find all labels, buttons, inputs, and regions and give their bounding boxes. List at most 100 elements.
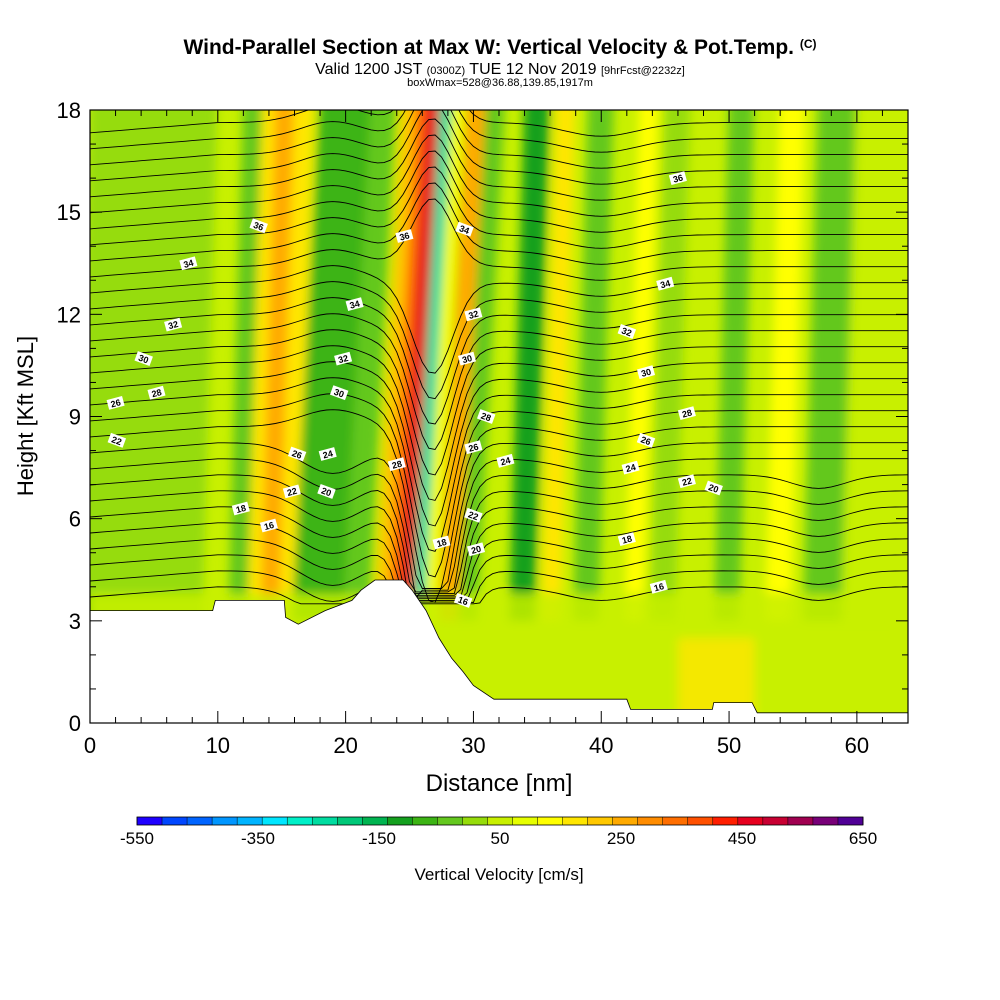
- colorbar-swatch: [362, 817, 388, 825]
- colorbar-swatch: [287, 817, 313, 825]
- theta-label-bg: [455, 221, 474, 237]
- theta-label-text: 18: [235, 503, 247, 515]
- theta-label-text: 16: [457, 594, 470, 607]
- x-tick-label: 50: [717, 733, 741, 758]
- colorbar-tick-label: 450: [728, 829, 756, 848]
- theta-contour-line: [90, 110, 908, 137]
- theta-label-text: 36: [672, 172, 684, 184]
- theta-label: 36: [395, 229, 414, 243]
- theta-label-bg: [106, 395, 125, 410]
- theta-label: 36: [249, 218, 268, 234]
- theta-label: 22: [677, 474, 696, 489]
- x-tick-label: 10: [206, 733, 230, 758]
- theta-label-bg: [317, 483, 336, 499]
- theta-label-text: 32: [337, 353, 349, 365]
- theta-contour-line: [90, 522, 908, 598]
- theta-label-bg: [287, 446, 307, 462]
- velocity-band: [398, 110, 440, 621]
- theta-label-bg: [432, 535, 451, 550]
- theta-contour-line: [90, 150, 908, 233]
- theta-label-bg: [464, 440, 483, 455]
- velocity-band: [424, 110, 463, 621]
- theta-label-bg: [617, 323, 637, 339]
- theta-labels: 36 34 32 30 28 26 22 18 16 26 22 24 20 34 32 30 36 28 34 32…: [106, 171, 723, 608]
- theta-label-text: 16: [263, 520, 275, 532]
- theta-contour-line: [90, 297, 908, 425]
- colorbar-swatch: [312, 817, 338, 825]
- theta-label-text: 34: [182, 258, 194, 270]
- x-tick-label: 20: [333, 733, 357, 758]
- plot-area: 36 34 32 30 28 26 22 18 16 26 22 24 20 34 32 30 36 28 34 32…: [90, 110, 908, 723]
- theta-label-bg: [636, 365, 656, 380]
- theta-contour-line: [90, 377, 908, 552]
- theta-contour-line: [90, 110, 908, 185]
- colorbar-swatch: [762, 817, 789, 825]
- y-axis-label: Height [Kft MSL]: [13, 336, 38, 496]
- theta-contour-line: [90, 329, 908, 476]
- theta-label-bg: [134, 351, 153, 367]
- theta-label-text: 28: [480, 411, 493, 424]
- theta-label: 28: [677, 406, 696, 421]
- theta-label: 34: [455, 221, 474, 237]
- chart-subtitle: Valid 1200 JST (0300Z) TUE 12 Nov 2019 […: [0, 61, 1000, 79]
- theta-label-text: 28: [681, 407, 693, 419]
- theta-label-text: 22: [467, 509, 480, 522]
- theta-contour-line: [90, 313, 908, 451]
- x-axis: 0 10 20 30 40 50 60: [84, 110, 909, 758]
- theta-label-text: 20: [470, 544, 482, 556]
- theta-label-bg: [318, 447, 337, 461]
- y-tick-label: 18: [57, 98, 81, 123]
- theta-contour-line: [90, 554, 908, 601]
- theta-label-bg: [704, 480, 723, 496]
- theta-label: 24: [621, 460, 640, 475]
- theta-label-text: 20: [320, 485, 333, 498]
- terrain-profile: [90, 579, 908, 723]
- theta-label: 34: [656, 276, 675, 291]
- colorbar-swatch: [562, 817, 588, 825]
- theta-label-bg: [621, 460, 640, 475]
- colorbar-swatch: [412, 817, 438, 825]
- colorbar-swatch: [212, 817, 238, 825]
- colorbar-tick-label: -550: [120, 829, 154, 848]
- theta-contour-line: [90, 409, 908, 603]
- theta-contour-line: [90, 490, 908, 604]
- theta-label: 26: [287, 446, 307, 462]
- theta-label: 26: [464, 440, 483, 455]
- velocity-band: [841, 110, 908, 621]
- colorbar-swatch: [487, 817, 513, 825]
- theta-label-bg: [636, 432, 656, 448]
- velocity-band: [291, 110, 371, 621]
- theta-contour-line: [90, 281, 908, 400]
- theta-label-bg: [496, 453, 515, 468]
- colorbar-swatch: [387, 817, 413, 825]
- theta-label-text: 20: [707, 482, 720, 495]
- colorbar-swatch: [587, 817, 613, 825]
- colorbar: -550 -350 -150 50 250 450 650: [120, 816, 877, 848]
- theta-label-bg: [147, 385, 166, 400]
- theta-label-text: 22: [681, 476, 693, 488]
- velocity-band: [803, 110, 857, 621]
- velocity-band: [343, 110, 396, 621]
- theta-contour-line: [90, 474, 908, 593]
- terrain: [90, 579, 908, 723]
- theta-label-bg: [656, 276, 675, 291]
- colorbar-tick-label: 50: [491, 829, 510, 848]
- theta-label-text: 26: [291, 448, 304, 461]
- valid-utc: (0300Z): [426, 65, 466, 77]
- y-tick-label: 9: [69, 405, 81, 430]
- theta-label-text: 34: [458, 223, 471, 236]
- theta-contour-line: [90, 182, 908, 265]
- theta-label: 26: [106, 395, 125, 410]
- theta-label: 18: [617, 532, 636, 547]
- theta-label-bg: [677, 406, 696, 421]
- colorbar-swatch: [187, 817, 213, 825]
- theta-label: 20: [317, 483, 336, 499]
- theta-label: 36: [668, 171, 687, 186]
- theta-label: 22: [107, 432, 127, 448]
- theta-contour-line: [90, 361, 908, 527]
- x-tick-label: 60: [845, 733, 869, 758]
- theta-label-bg: [464, 307, 483, 322]
- theta-label: 16: [453, 592, 473, 608]
- theta-label-bg: [179, 256, 198, 271]
